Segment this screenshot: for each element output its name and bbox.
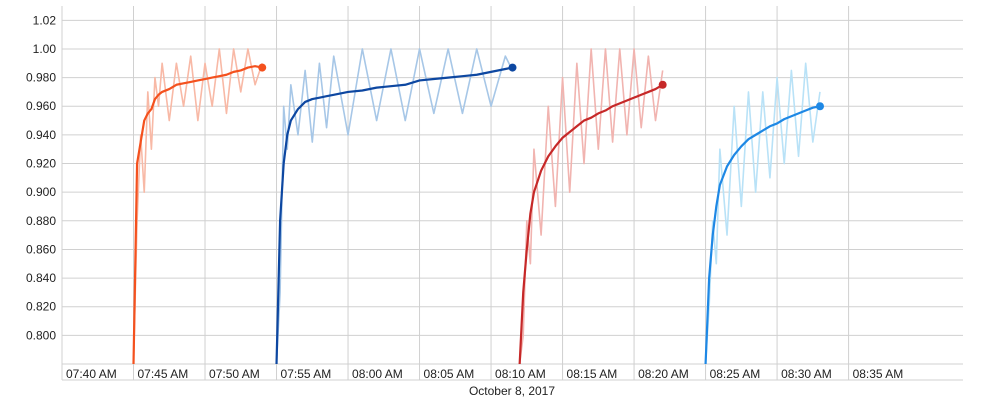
y-tick-label: 0.880 xyxy=(26,214,56,228)
y-tick-label: 0.840 xyxy=(26,271,56,285)
raw-series-line-1 xyxy=(132,48,263,365)
axes: 0.800 0.820 0.840 0.860 0.880 0.900 0.920 0.940… xyxy=(26,13,903,381)
x-tick-label: 08:30 AM xyxy=(781,367,832,381)
end-points-layer xyxy=(258,63,824,111)
y-tick-label: 0.820 xyxy=(26,300,56,314)
series-end-point-1 xyxy=(258,63,267,72)
y-tick-label: 0.860 xyxy=(26,242,56,256)
series-end-point-4 xyxy=(815,102,824,111)
smoothed-series-line-1 xyxy=(132,65,263,365)
y-tick-label: 0.980 xyxy=(26,71,56,85)
x-tick-label: 08:00 AM xyxy=(352,367,403,381)
y-tick-label: 0.940 xyxy=(26,128,56,142)
y-tick-label: 1.00 xyxy=(33,42,57,56)
series-end-point-2 xyxy=(508,63,517,72)
y-tick-label: 0.920 xyxy=(26,157,56,171)
y-tick-label: 0.960 xyxy=(26,99,56,113)
x-tick-label: 07:50 AM xyxy=(209,367,260,381)
x-tick-label: 07:40 AM xyxy=(66,367,117,381)
x-tick-label: 07:45 AM xyxy=(138,367,189,381)
grid xyxy=(61,6,963,381)
x-tick-label: 08:10 AM xyxy=(495,367,546,381)
y-tick-label: 0.800 xyxy=(26,328,56,342)
raw-series-line-4 xyxy=(704,62,821,365)
x-tick-label: 08:25 AM xyxy=(710,367,761,381)
y-tick-label: 1.02 xyxy=(33,13,57,27)
x-axis-label: October 8, 2017 xyxy=(469,384,555,398)
x-tick-label: 08:35 AM xyxy=(853,367,904,381)
y-tick-label: 0.900 xyxy=(26,185,56,199)
smoothed-series-line-2 xyxy=(275,66,513,365)
x-tick-label: 08:15 AM xyxy=(567,367,618,381)
smoothed-series-line-4 xyxy=(704,105,821,365)
x-tick-label: 07:55 AM xyxy=(281,367,332,381)
smoothed-series-layer xyxy=(132,65,821,365)
raw-series-line-2 xyxy=(275,48,514,365)
x-tick-label: 08:20 AM xyxy=(638,367,689,381)
x-tick-label: 08:05 AM xyxy=(424,367,475,381)
smoothed-series-line-3 xyxy=(518,83,664,365)
raw-series-line-3 xyxy=(518,48,664,365)
series-end-point-3 xyxy=(658,80,667,89)
